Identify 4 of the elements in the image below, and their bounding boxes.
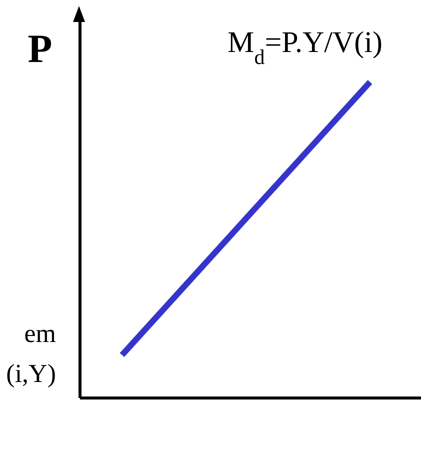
text: (i,Y) (6, 359, 56, 388)
y-axis-title: P (28, 26, 52, 71)
text: em (24, 319, 56, 348)
chart-title: M$_{d}$=P.Y/V(i) (228, 26, 382, 69)
